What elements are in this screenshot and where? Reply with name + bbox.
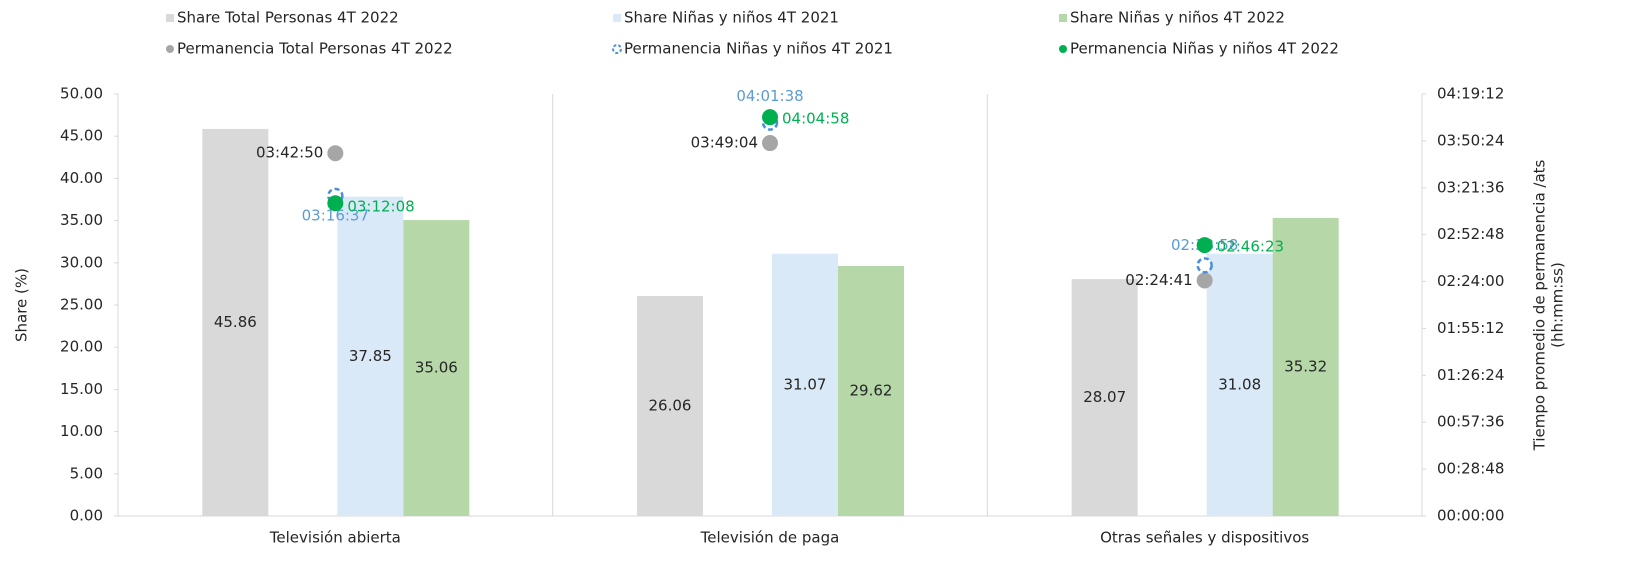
legend-marker <box>1059 14 1067 22</box>
legend-label: Permanencia Total Personas 4T 2022 <box>177 40 453 58</box>
point-value-label: 02:46:23 <box>1217 238 1284 256</box>
bar <box>838 266 904 516</box>
legend-label: Share Niñas y niños 4T 2021 <box>624 9 839 27</box>
y-tick-label: 25.00 <box>60 296 103 314</box>
y-axis-title: Share (%) <box>13 268 31 342</box>
bar-value-label: 35.06 <box>415 359 458 377</box>
bar <box>337 196 404 516</box>
bar-value-label: 45.86 <box>214 313 257 331</box>
point-value-label: 03:42:50 <box>256 144 323 162</box>
y-tick-label: 45.00 <box>60 127 103 145</box>
point-value-label: 04:01:38 <box>736 87 803 105</box>
legend-marker <box>1059 45 1067 53</box>
y-tick-label: 30.00 <box>60 253 103 271</box>
y2-axis-title: (hh:mm:ss) <box>1549 262 1567 348</box>
point-value-label: 02:24:41 <box>1125 271 1192 289</box>
y-tick-label: 10.00 <box>60 422 103 440</box>
legend-marker <box>166 45 174 53</box>
y2-tick-label: 00:00:00 <box>1437 507 1504 525</box>
y2-tick-label: 00:57:36 <box>1437 413 1504 431</box>
bar <box>1272 217 1339 516</box>
x-tick-label: Televisión de paga <box>700 529 840 547</box>
bar-value-label: 37.85 <box>349 347 392 365</box>
bar <box>1206 253 1273 516</box>
y-tick-label: 50.00 <box>60 85 103 103</box>
point-value-label: 03:16:37 <box>302 206 369 224</box>
y2-tick-label: 03:50:24 <box>1437 131 1504 149</box>
y2-tick-label: 00:28:48 <box>1437 460 1504 478</box>
point-value-label: 03:49:04 <box>691 134 758 152</box>
y-tick-label: 20.00 <box>60 338 103 356</box>
bar-value-label: 26.06 <box>649 397 692 415</box>
bar-value-label: 31.07 <box>784 375 827 393</box>
x-tick-label: Otras señales y dispositivos <box>1100 529 1309 547</box>
bar-value-label: 35.32 <box>1284 357 1327 375</box>
point <box>327 195 344 212</box>
bar-value-label: 29.62 <box>850 382 893 400</box>
y2-tick-label: 01:26:24 <box>1437 366 1504 384</box>
legend-label: Permanencia Niñas y niños 4T 2021 <box>624 40 893 58</box>
y2-tick-label: 01:55:12 <box>1437 319 1504 337</box>
point <box>327 145 344 162</box>
point <box>762 109 778 126</box>
bar <box>202 128 269 517</box>
x-tick-label: Televisión abierta <box>269 529 401 547</box>
point-value-label: 04:04:58 <box>782 110 849 128</box>
point <box>762 135 778 152</box>
bar <box>403 220 470 516</box>
legend-marker <box>166 14 174 22</box>
y-tick-label: 0.00 <box>70 507 103 525</box>
legend-marker <box>613 14 621 22</box>
y-tick-label: 35.00 <box>60 211 103 229</box>
y2-axis-title: Tiempo promedio de permanencia /ats <box>1531 159 1549 451</box>
y-tick-label: 5.00 <box>70 464 103 482</box>
bar <box>637 296 703 516</box>
bar <box>772 253 838 516</box>
y2-tick-label: 04:19:12 <box>1437 85 1504 103</box>
y2-tick-label: 02:52:48 <box>1437 225 1504 243</box>
y2-tick-label: 02:24:00 <box>1437 272 1504 290</box>
point-value-label: 03:12:08 <box>347 198 414 216</box>
point <box>1196 257 1213 274</box>
legend-label: Permanencia Niñas y niños 4T 2022 <box>1070 40 1339 58</box>
bar-value-label: 31.08 <box>1218 375 1261 393</box>
legend-marker <box>612 44 622 54</box>
y2-tick-label: 03:21:36 <box>1437 178 1504 196</box>
y-tick-label: 15.00 <box>60 380 103 398</box>
point <box>1196 272 1213 289</box>
bar-value-label: 28.07 <box>1083 388 1126 406</box>
legend-label: Share Total Personas 4T 2022 <box>177 9 399 27</box>
bar <box>1071 279 1138 516</box>
point <box>1196 237 1213 254</box>
y-tick-label: 40.00 <box>60 169 103 187</box>
legend-label: Share Niñas y niños 4T 2022 <box>1070 9 1285 27</box>
